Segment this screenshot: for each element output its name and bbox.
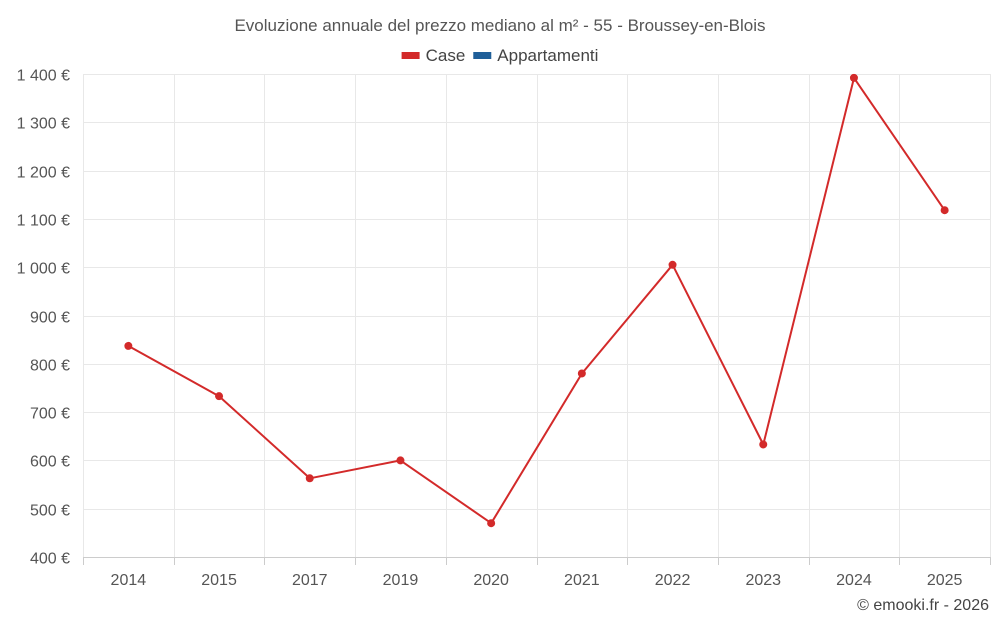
x-tick-label: 2024 xyxy=(836,572,872,589)
series-layer xyxy=(124,73,949,528)
data-point[interactable] xyxy=(759,440,768,449)
legend-swatch xyxy=(401,52,420,59)
data-point[interactable] xyxy=(396,456,405,465)
x-tick-label: 2025 xyxy=(927,572,963,589)
x-tick-label: 2021 xyxy=(564,572,600,589)
x-tick-label: 2020 xyxy=(473,572,509,589)
x-tick-label: 2015 xyxy=(201,572,237,589)
chart-title: Evoluzione annuale del prezzo mediano al… xyxy=(234,16,765,35)
y-tick-label: 1 000 € xyxy=(17,261,70,278)
y-tick-label: 1 300 € xyxy=(17,116,70,133)
data-point[interactable] xyxy=(940,206,949,215)
y-tick-label: 1 400 € xyxy=(17,68,70,85)
credit-text: © emooki.fr - 2026 xyxy=(857,597,989,614)
legend-label: Appartamenti xyxy=(497,46,598,65)
legend[interactable]: Case Appartamenti xyxy=(401,46,599,65)
axes: 400 € 500 € 600 € 700 € 800 € 900 € 1 000 € 1 1… xyxy=(17,68,991,589)
x-tick-label: 2019 xyxy=(383,572,419,589)
x-tick-label: 2014 xyxy=(111,572,147,589)
legend-label: Case xyxy=(426,46,466,65)
y-tick-label: 1 100 € xyxy=(17,213,70,230)
grid xyxy=(83,74,991,557)
legend-swatch xyxy=(473,52,492,59)
x-tick-label: 2017 xyxy=(292,572,328,589)
x-tick-label: 2022 xyxy=(655,572,691,589)
y-tick-label: 800 € xyxy=(30,358,70,375)
y-tick-label: 900 € xyxy=(30,310,70,327)
y-tick-label: 700 € xyxy=(30,406,70,423)
series-line-case xyxy=(127,76,946,525)
data-point[interactable] xyxy=(215,392,224,401)
data-point[interactable] xyxy=(849,73,858,82)
y-tick-label: 500 € xyxy=(30,503,70,520)
legend-item-case[interactable]: Case xyxy=(401,46,466,65)
data-point[interactable] xyxy=(305,474,314,483)
data-point[interactable] xyxy=(487,519,496,528)
data-point[interactable] xyxy=(668,260,677,269)
data-point[interactable] xyxy=(577,369,586,378)
legend-item-appartamenti[interactable]: Appartamenti xyxy=(473,46,598,65)
data-point[interactable] xyxy=(124,341,133,350)
x-tick-label: 2023 xyxy=(745,572,781,589)
y-tick-label: 600 € xyxy=(30,454,70,471)
y-tick-label: 1 200 € xyxy=(17,165,70,182)
y-tick-label: 400 € xyxy=(30,551,70,568)
